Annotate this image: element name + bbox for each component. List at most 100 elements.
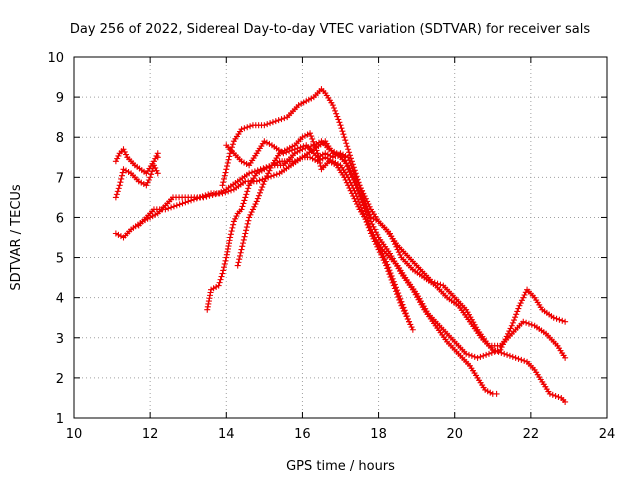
data-point [267, 164, 274, 171]
data-point [402, 310, 409, 317]
data-point [248, 209, 255, 216]
data-point [148, 171, 155, 178]
x-tick-label: 12 [142, 427, 159, 442]
data-point [179, 200, 186, 207]
data-point [381, 259, 388, 266]
data-point [399, 305, 406, 312]
data-point [477, 353, 484, 360]
data-point [345, 154, 352, 161]
data-point [224, 163, 231, 170]
data-point [351, 195, 358, 202]
data-point [256, 177, 263, 184]
data-point [520, 318, 527, 325]
data-point [241, 197, 248, 204]
data-point [261, 178, 268, 185]
data-point [347, 187, 354, 194]
x-tick-label: 14 [218, 427, 235, 442]
data-point [233, 213, 240, 220]
data-point [220, 179, 227, 186]
data-point [153, 152, 160, 159]
data-point [145, 177, 152, 184]
data-point [253, 198, 260, 205]
data-point [369, 229, 376, 236]
y-axis-label: SDTVAR / TECUs [9, 184, 24, 291]
data-point [348, 162, 355, 169]
data-point [508, 322, 515, 329]
data-point [310, 138, 317, 145]
data-point [355, 179, 362, 186]
data-point [230, 218, 237, 225]
data-point [205, 191, 212, 198]
data-point [185, 198, 192, 205]
data-point [346, 149, 353, 156]
data-point [240, 236, 247, 243]
x-tick-label: 10 [66, 427, 83, 442]
data-point [353, 177, 360, 184]
x-tick-label: 16 [294, 427, 311, 442]
data-point [330, 104, 337, 111]
data-point [149, 168, 156, 175]
data-point [510, 317, 517, 324]
data-point [513, 311, 520, 318]
data-point [389, 235, 396, 242]
data-point [520, 294, 527, 301]
data-point [357, 185, 364, 192]
data-point [245, 217, 252, 224]
data-point [255, 192, 262, 199]
data-point [340, 131, 347, 138]
data-point [509, 319, 516, 326]
data-point [356, 182, 363, 189]
data-point [468, 352, 475, 359]
data-point [316, 159, 323, 166]
series-layer [112, 86, 569, 405]
data-point [219, 270, 226, 277]
data-point [221, 260, 228, 267]
data-point [307, 143, 314, 150]
data-point [176, 201, 183, 208]
data-point [395, 249, 402, 256]
data-point [219, 190, 226, 197]
data-point [243, 224, 250, 231]
series-line [225, 140, 566, 403]
data-point [245, 185, 252, 192]
data-point [343, 179, 350, 186]
data-point [243, 227, 250, 234]
data-point [267, 120, 274, 127]
data-point [168, 204, 175, 211]
data-point [228, 228, 235, 235]
data-point [288, 147, 295, 154]
data-point [317, 163, 324, 170]
data-point [312, 144, 319, 151]
y-tick-label: 10 [47, 51, 64, 66]
data-point [120, 146, 127, 153]
data-point [364, 218, 371, 225]
data-point [113, 191, 120, 198]
data-point [386, 271, 393, 278]
data-point [244, 188, 251, 195]
data-point [392, 288, 399, 295]
data-point [300, 143, 307, 150]
data-point [241, 125, 248, 132]
data-point [335, 116, 342, 123]
data-point [258, 186, 265, 193]
data-point [239, 203, 246, 210]
data-point [240, 200, 247, 207]
data-point [199, 193, 206, 200]
data-point [170, 203, 177, 210]
series-line [138, 140, 497, 395]
data-point [114, 155, 121, 162]
data-point [311, 141, 318, 148]
data-point [272, 118, 279, 125]
data-point [227, 231, 234, 238]
data-point [257, 189, 264, 196]
data-point [397, 251, 404, 258]
data-point [549, 391, 556, 398]
data-point [525, 320, 532, 327]
data-point [238, 126, 245, 133]
data-point [221, 264, 228, 271]
data-point [123, 151, 130, 158]
data-point [240, 240, 247, 247]
data-point [506, 352, 513, 359]
